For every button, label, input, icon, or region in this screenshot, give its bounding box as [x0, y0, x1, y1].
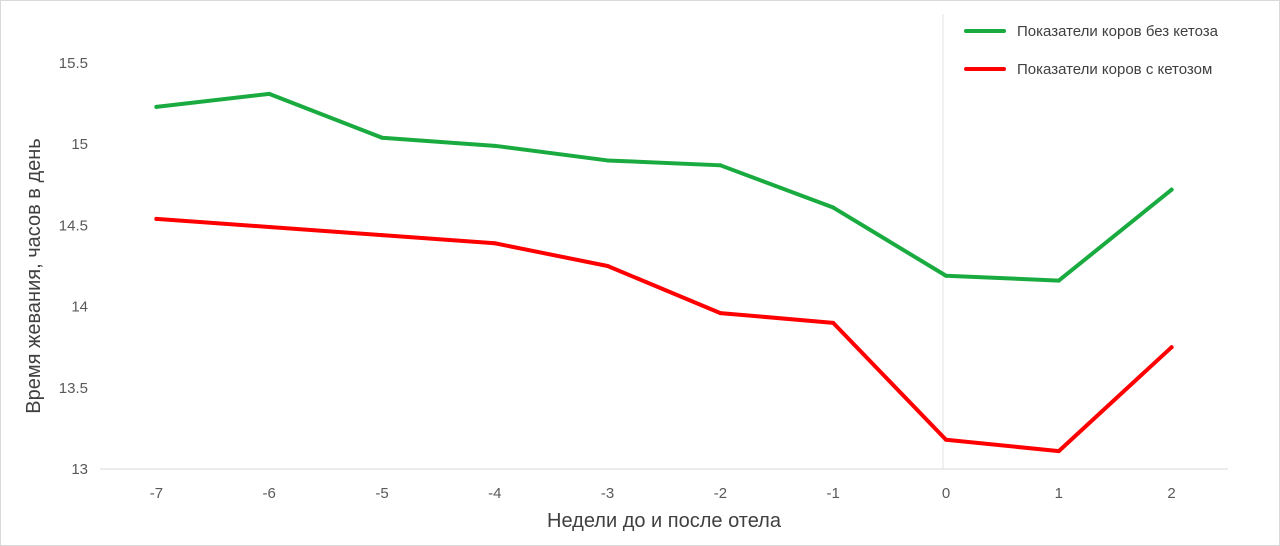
x-tick-label: -6 — [263, 485, 276, 502]
y-tick-label: 15.5 — [59, 55, 88, 72]
data-point — [831, 205, 836, 210]
data-point — [267, 91, 272, 96]
x-tick-label: -5 — [375, 485, 388, 502]
series-layer — [154, 91, 1174, 454]
y-tick-label: 15 — [71, 136, 88, 153]
x-tick-label: 2 — [1167, 485, 1175, 502]
data-point — [944, 273, 948, 278]
y-tick-labels: 13 13.5 14 14.5 15 15.5 — [59, 55, 88, 478]
legend: Показатели коров без кетоза Показатели ко… — [964, 23, 1219, 78]
data-point — [1056, 449, 1061, 454]
x-tick-label: 0 — [942, 485, 950, 502]
data-point — [718, 163, 723, 168]
x-tick-label: -2 — [714, 485, 727, 502]
y-axis-title: Время жевания, часов в день — [23, 138, 45, 413]
y-tick-label: 14 — [71, 299, 88, 316]
data-point — [380, 233, 384, 238]
y-tick-label: 13.5 — [59, 380, 88, 397]
data-point — [605, 264, 610, 268]
series-line-2 — [154, 216, 1174, 454]
y-tick-label: 14.5 — [59, 217, 88, 234]
data-point — [154, 104, 159, 109]
x-tick-label: -1 — [827, 485, 840, 502]
data-point — [492, 143, 497, 148]
data-point — [1056, 278, 1061, 283]
data-point — [944, 437, 948, 442]
data-point — [492, 241, 497, 246]
x-tick-label: 1 — [1055, 485, 1063, 502]
y-tick-label: 13 — [71, 461, 88, 478]
data-point — [1169, 187, 1174, 192]
x-axis-title: Недели до и после отела — [547, 510, 782, 532]
legend-label-2: Показатели коров с кетозом — [1017, 61, 1212, 78]
x-tick-labels: -7 -6 -5 -4 -3 -2 -1 0 1 2 — [150, 485, 1176, 502]
x-tick-label: -3 — [601, 485, 614, 502]
data-point — [831, 320, 836, 325]
data-point — [380, 135, 384, 140]
data-point — [605, 158, 610, 163]
data-point — [718, 311, 723, 316]
data-point — [154, 216, 159, 221]
data-point — [267, 225, 272, 230]
data-point — [1169, 345, 1174, 350]
legend-label-1: Показатели коров без кетоза — [1017, 23, 1219, 40]
series-line-1 — [154, 91, 1174, 283]
x-tick-label: -7 — [150, 485, 163, 502]
x-tick-label: -4 — [488, 485, 501, 502]
